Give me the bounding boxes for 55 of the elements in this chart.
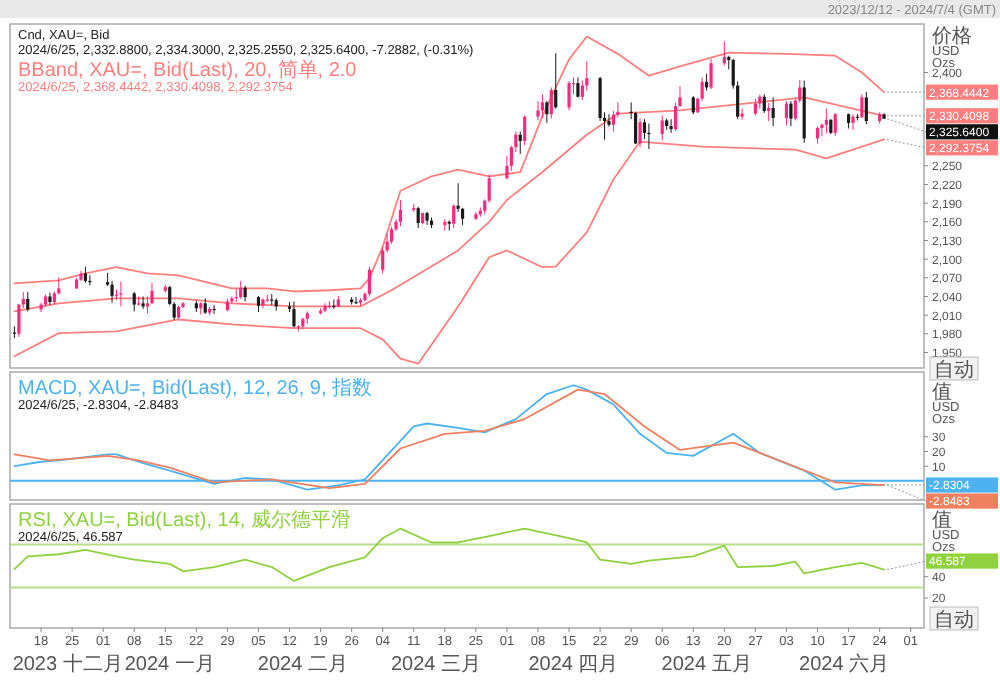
candlestick [398,199,403,227]
candlestick [864,91,868,125]
text: 自动 [934,358,974,382]
candlestick [851,113,855,131]
candlestick [26,291,30,312]
candlestick [523,114,527,146]
candlestick [567,80,571,111]
candlestick [452,203,456,229]
candlestick [110,280,114,304]
candlestick [771,96,775,127]
candlestick [824,108,828,134]
candlestick [367,266,371,297]
candlestick [722,40,726,67]
line-series [13,527,885,582]
candlestick [833,112,837,137]
candlestick [540,93,545,119]
candlestick [740,108,744,121]
candlestick [545,100,549,124]
annotation: BBand, XAU=, Bid(Last), 20, 简单, 2.0 [18,58,358,82]
candlestick [709,58,713,90]
text: 自动 [934,608,974,632]
candlestick [784,100,789,126]
candlestick [669,118,673,134]
chart-title: RSI, XAU=, Bid(Last), 14, 威尔德平滑 [18,508,351,532]
candlestick [554,52,558,110]
x2-tick-label: 2024 四月 [528,654,619,676]
x2-tick-label: 2023 十二月 [12,652,123,676]
candlestick [638,118,642,148]
x2-tick-label: 2024 一月 [124,654,215,676]
candlestick [141,295,145,310]
candlestick [119,281,123,307]
candlestick [48,292,52,306]
candlestick [767,102,771,122]
candlestick [647,123,651,150]
candlestick [132,291,136,312]
line-series [13,138,885,365]
candlestick [762,93,766,114]
x2-tick-label: 2024 六月 [799,652,890,676]
candlestick [789,100,793,127]
candlestick [292,300,296,329]
candlestick [611,110,616,133]
candlestick [536,100,540,121]
candlestick [691,95,695,115]
candlestick [150,282,154,305]
x2-tick-label: 2024 二月 [257,654,348,676]
x2-tick-label: 2024 五月 [661,654,752,676]
candlestick [660,114,664,141]
chart-title: MACD, XAU=, Bid(Last), 12, 26, 9, 指数 [18,376,373,400]
candlestick [585,60,589,92]
candlestick [518,131,522,155]
candlestick [239,280,243,300]
x2-tick-label: 2024 三月 [390,654,481,676]
candlestick [860,93,864,119]
candlestick [416,206,420,229]
candlestick [549,86,553,120]
